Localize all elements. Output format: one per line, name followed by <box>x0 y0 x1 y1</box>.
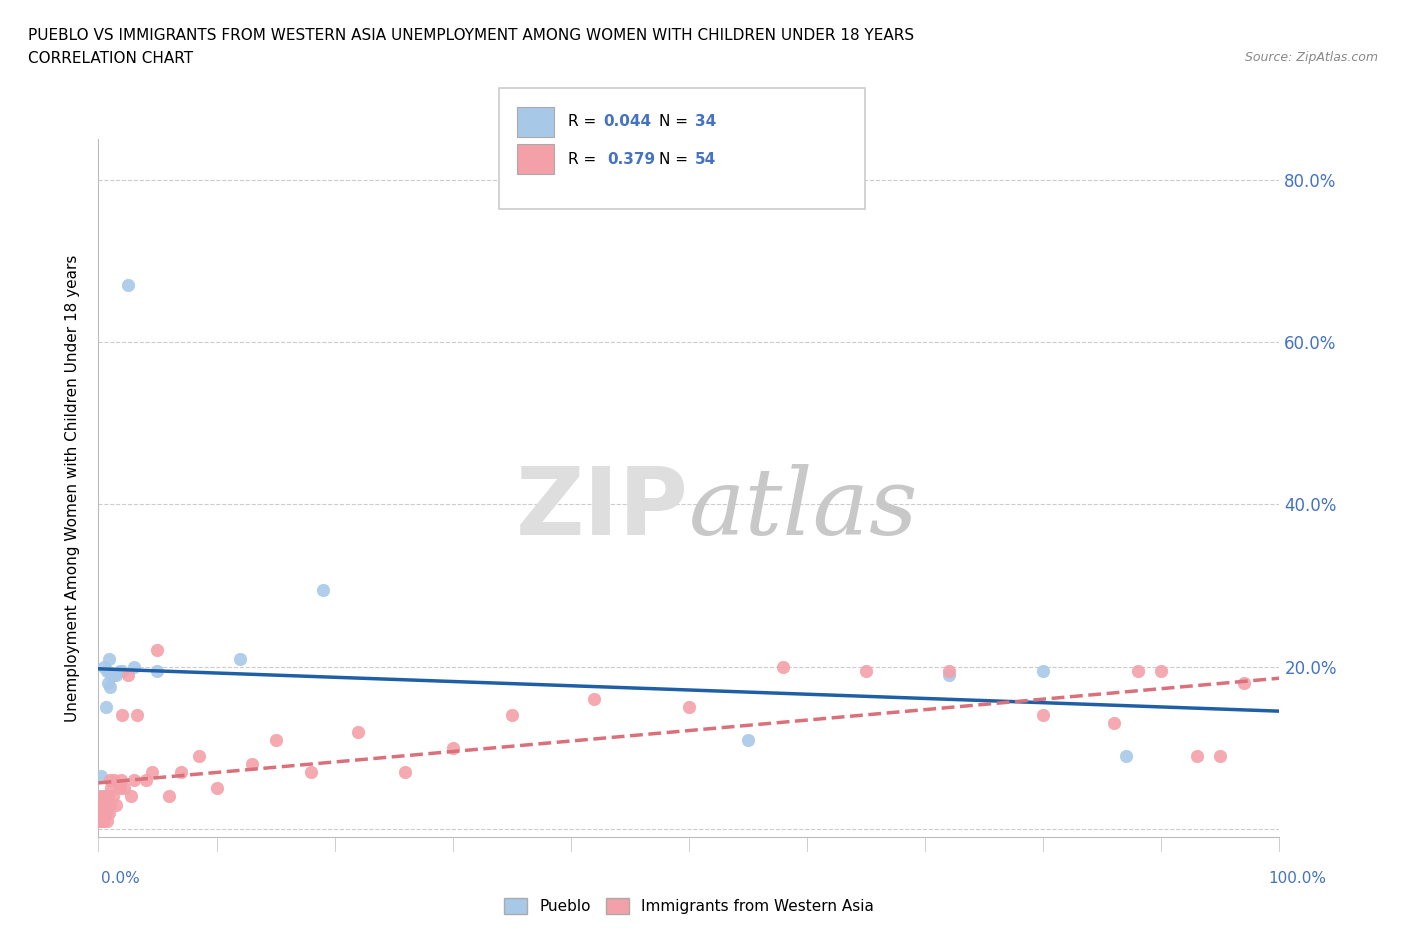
Point <box>170 764 193 779</box>
Text: Source: ZipAtlas.com: Source: ZipAtlas.com <box>1244 51 1378 64</box>
Point <box>89 814 111 829</box>
Point <box>94 789 117 804</box>
Point <box>101 668 124 683</box>
Point <box>157 789 180 804</box>
Point <box>108 663 131 678</box>
Point <box>117 668 139 683</box>
Text: 54: 54 <box>695 152 716 166</box>
Legend: Pueblo, Immigrants from Western Asia: Pueblo, Immigrants from Western Asia <box>498 892 880 920</box>
Point <box>103 773 125 788</box>
Point <box>98 805 121 820</box>
Point <box>91 814 114 829</box>
Point <box>678 699 700 714</box>
Point <box>1126 663 1149 678</box>
Point <box>146 663 169 678</box>
Point <box>98 797 121 812</box>
Point <box>111 663 134 678</box>
Point <box>441 740 464 755</box>
Point <box>240 757 263 772</box>
Point <box>103 668 125 683</box>
Point <box>94 805 117 820</box>
Text: R =: R = <box>568 114 602 129</box>
Point <box>1115 749 1137 764</box>
Point <box>101 789 124 804</box>
Point <box>98 773 121 788</box>
Point <box>501 708 523 723</box>
Point <box>96 663 118 678</box>
Point <box>772 659 794 674</box>
Point <box>91 814 114 829</box>
Text: 100.0%: 100.0% <box>1268 871 1326 886</box>
Point <box>105 668 128 683</box>
Point <box>112 781 135 796</box>
Point <box>100 668 122 683</box>
Point <box>205 781 228 796</box>
Point <box>1150 663 1173 678</box>
Text: R =: R = <box>568 152 606 166</box>
Point <box>938 668 960 683</box>
Text: 0.379: 0.379 <box>607 152 655 166</box>
Point <box>89 789 111 804</box>
Point <box>312 582 335 597</box>
Y-axis label: Unemployment Among Women with Children Under 18 years: Unemployment Among Women with Children U… <box>65 255 80 722</box>
Point <box>146 643 169 658</box>
Text: PUEBLO VS IMMIGRANTS FROM WESTERN ASIA UNEMPLOYMENT AMONG WOMEN WITH CHILDREN UN: PUEBLO VS IMMIGRANTS FROM WESTERN ASIA U… <box>28 28 914 43</box>
Point <box>105 797 128 812</box>
Point <box>91 793 114 808</box>
Point <box>98 680 121 695</box>
Point <box>127 708 149 723</box>
Point <box>187 749 209 764</box>
Point <box>229 651 252 666</box>
Text: N =: N = <box>659 152 693 166</box>
Point <box>94 699 117 714</box>
Point <box>264 732 287 747</box>
Point <box>1185 749 1208 764</box>
Point <box>1032 708 1054 723</box>
Point <box>98 651 121 666</box>
Point <box>93 805 115 820</box>
Point <box>117 278 139 293</box>
Point <box>108 781 131 796</box>
Text: N =: N = <box>659 114 693 129</box>
Text: CORRELATION CHART: CORRELATION CHART <box>28 51 193 66</box>
Point <box>110 773 132 788</box>
Point <box>97 675 120 690</box>
Point <box>938 663 960 678</box>
Point <box>583 692 606 707</box>
Point <box>122 773 145 788</box>
Point <box>100 781 122 796</box>
Point <box>97 789 120 804</box>
Point <box>394 764 416 779</box>
Point <box>91 789 114 804</box>
Point <box>1209 749 1232 764</box>
Point <box>89 797 111 812</box>
Text: atlas: atlas <box>689 464 918 554</box>
Point <box>855 663 877 678</box>
Point <box>90 805 112 820</box>
Point <box>737 732 759 747</box>
Text: 0.044: 0.044 <box>603 114 651 129</box>
Point <box>1102 716 1125 731</box>
Point <box>121 789 143 804</box>
Point <box>141 764 163 779</box>
Point <box>1032 663 1054 678</box>
Text: 0.0%: 0.0% <box>101 871 141 886</box>
Point <box>90 769 112 784</box>
Point <box>93 659 115 674</box>
Text: 34: 34 <box>695 114 716 129</box>
Point <box>111 708 134 723</box>
Point <box>347 724 370 739</box>
Point <box>299 764 322 779</box>
Point <box>96 789 118 804</box>
Point <box>1233 675 1256 690</box>
Point <box>122 659 145 674</box>
Point <box>135 773 157 788</box>
Text: ZIP: ZIP <box>516 463 689 555</box>
Point <box>96 814 118 829</box>
Point <box>91 797 114 812</box>
